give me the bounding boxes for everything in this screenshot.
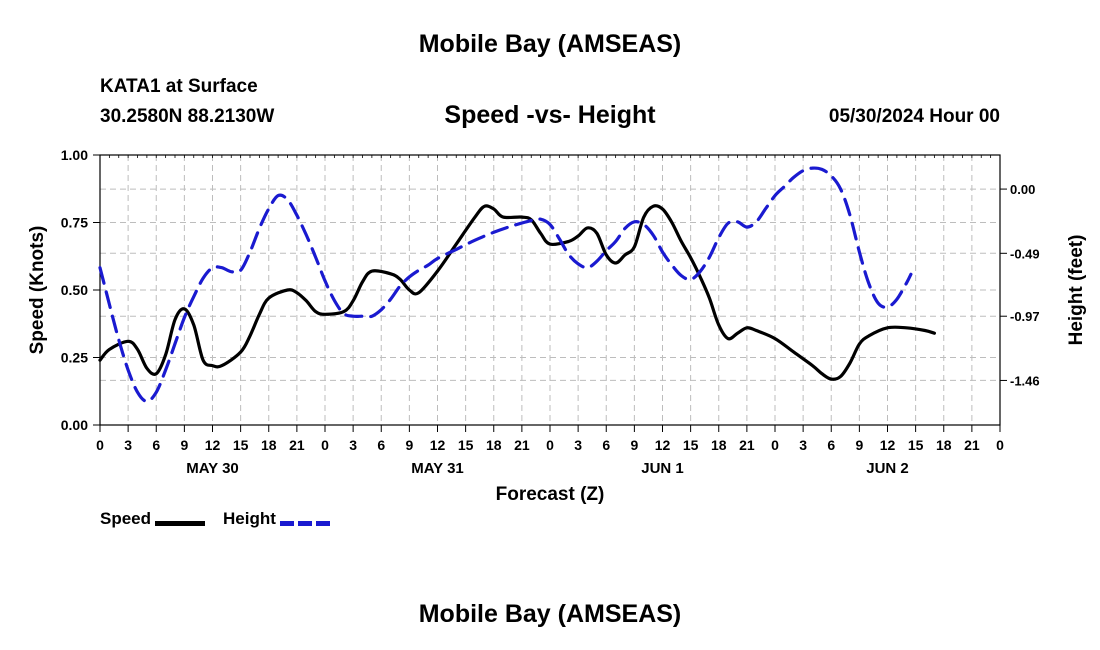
- y-right-tick-label: -0.49: [1010, 246, 1040, 261]
- x-tick-label: 12: [430, 437, 446, 453]
- x-tick-label: 18: [486, 437, 502, 453]
- y-left-tick-label: 0.75: [61, 215, 88, 231]
- x-tick-label: 0: [546, 437, 554, 453]
- x-axis-label: Forecast (Z): [496, 484, 605, 505]
- x-tick-label: 0: [996, 437, 1004, 453]
- y-right-axis-label: Height (feet): [1066, 235, 1087, 346]
- x-tick-label: 15: [908, 437, 924, 453]
- x-tick-label: 3: [349, 437, 357, 453]
- x-day-label: MAY 30: [186, 460, 239, 477]
- x-tick-label: 18: [936, 437, 952, 453]
- x-tick-label: 9: [405, 437, 413, 453]
- legend-swatch-speed: [155, 521, 206, 526]
- x-tick-label: 12: [880, 437, 896, 453]
- x-day-label: JUN 1: [641, 460, 684, 477]
- x-tick-label: 3: [124, 437, 132, 453]
- y-right-tick-label: -0.97: [1010, 309, 1040, 324]
- x-tick-label: 6: [377, 437, 385, 453]
- x-tick-label: 18: [261, 437, 277, 453]
- legend-label-speed: Speed: [100, 509, 152, 528]
- chart-title: Mobile Bay (AMSEAS): [418, 30, 682, 58]
- x-day-label: MAY 31: [411, 460, 464, 477]
- x-tick-label: 6: [827, 437, 835, 453]
- legend-item-height: Height: [223, 509, 330, 529]
- x-tick-label: 18: [711, 437, 727, 453]
- x-tick-label: 21: [514, 437, 530, 453]
- legend: Speed Height: [100, 509, 348, 529]
- y-left-tick-label: 1.00: [61, 147, 88, 163]
- x-tick-label: 21: [739, 437, 755, 453]
- x-tick-label: 12: [655, 437, 671, 453]
- x-tick-label: 12: [205, 437, 221, 453]
- legend-item-speed: Speed: [100, 509, 206, 529]
- series-line-speed: [98, 204, 936, 381]
- station-coordinates: 30.2580N 88.2130W: [100, 106, 275, 127]
- x-tick-label: 15: [233, 437, 249, 453]
- x-tick-label: 15: [683, 437, 699, 453]
- y-right-tick-label: 0.00: [1010, 182, 1035, 197]
- y-left-axis-label: Speed (Knots): [27, 226, 48, 355]
- x-tick-label: 6: [152, 437, 160, 453]
- y-right-tick-label: -1.46: [1010, 373, 1040, 388]
- legend-label-height: Height: [223, 509, 276, 528]
- x-tick-label: 0: [96, 437, 104, 453]
- series-line-height: [98, 166, 913, 403]
- x-tick-label: 9: [180, 437, 188, 453]
- x-tick-label: 21: [964, 437, 980, 453]
- x-tick-label: 6: [602, 437, 610, 453]
- x-tick-label: 15: [458, 437, 474, 453]
- footer-title: Mobile Bay (AMSEAS): [418, 600, 682, 628]
- chart-subtitle: Speed -vs- Height: [444, 101, 656, 129]
- y-left-tick-label: 0.00: [61, 417, 88, 433]
- x-tick-label: 3: [799, 437, 807, 453]
- x-tick-label: 9: [630, 437, 638, 453]
- station-label: KATA1 at Surface: [100, 76, 258, 97]
- y-left-tick-label: 0.50: [61, 282, 88, 298]
- forecast-date: 05/30/2024 Hour 00: [828, 106, 1000, 127]
- legend-swatch-height: [279, 521, 330, 526]
- x-tick-label: 9: [855, 437, 863, 453]
- x-day-label: JUN 2: [866, 460, 909, 477]
- x-tick-label: 21: [289, 437, 305, 453]
- x-tick-label: 3: [574, 437, 582, 453]
- x-tick-label: 0: [771, 437, 779, 453]
- x-tick-label: 0: [321, 437, 329, 453]
- y-left-tick-label: 0.25: [61, 350, 88, 366]
